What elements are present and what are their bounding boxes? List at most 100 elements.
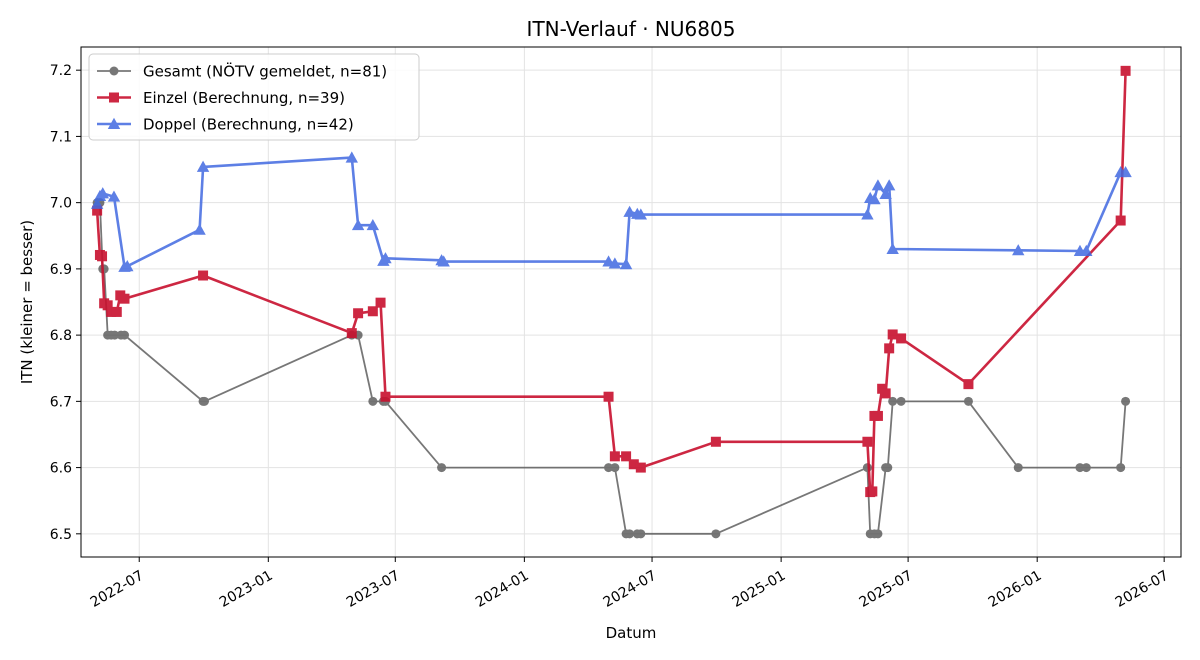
legend-item [97, 66, 131, 76]
data-point [1116, 463, 1126, 473]
data-point [628, 459, 639, 470]
data-point [1075, 463, 1085, 473]
data-point [196, 160, 210, 172]
data-point [1081, 463, 1091, 473]
data-point [635, 462, 646, 473]
data-point [97, 251, 108, 262]
data-point [887, 329, 898, 340]
data-point [198, 270, 209, 281]
data-point [882, 179, 896, 191]
data-point [90, 197, 104, 209]
y-tick-label: 6.6 [50, 461, 72, 477]
x-tick-label: 2023-01 [217, 568, 276, 611]
data-point [367, 306, 378, 317]
data-point [610, 463, 620, 473]
data-point [862, 436, 873, 447]
data-point [119, 293, 130, 304]
x-tick-label: 2026-07 [1113, 568, 1172, 611]
x-axis-label: Datum [606, 624, 657, 642]
data-point [619, 258, 633, 270]
series-line [95, 156, 1126, 269]
x-tick-label: 2026-01 [986, 568, 1045, 611]
data-point [868, 193, 881, 205]
data-point [873, 529, 883, 539]
data-point [880, 388, 891, 399]
data-point [634, 208, 648, 220]
data-point [888, 396, 898, 406]
legend: Gesamt (NÖTV gemeldet, n=81) Einzel (Bere… [88, 53, 420, 141]
data-point [1121, 396, 1131, 406]
x-tick-label: 2025-07 [857, 568, 916, 611]
data-point [625, 529, 635, 539]
data-point [1115, 215, 1126, 226]
x-tick-label: 2025-01 [730, 568, 789, 611]
data-point [375, 297, 386, 308]
x-tick-label: 2024-07 [601, 568, 660, 611]
data-point [111, 306, 122, 317]
legend-item [97, 92, 131, 103]
data-point [368, 396, 378, 406]
data-point [437, 255, 450, 267]
y-tick-label: 6.7 [50, 394, 72, 410]
data-point [199, 396, 209, 406]
legend-box [88, 53, 420, 141]
data-point [110, 330, 120, 340]
data-point [879, 187, 892, 199]
data-point [193, 223, 206, 235]
legend-marker [109, 92, 119, 103]
y-tick-label: 6.9 [50, 262, 72, 278]
data-point [379, 252, 392, 264]
data-point [1013, 463, 1023, 473]
data-point [636, 529, 646, 539]
data-point [963, 396, 973, 406]
y-tick-label: 7.2 [50, 63, 72, 79]
data-point [710, 436, 721, 447]
legend-item [97, 117, 131, 129]
data-point [609, 451, 620, 462]
data-point [896, 396, 906, 406]
axes: 6.5 6.6 6.7 6.8 6.9 7.0 7.1 7.2 2022-07 2023-01 20… [50, 63, 1172, 611]
legend-label: Doppel (Berechnung, n=42) [143, 116, 354, 134]
data-point [883, 463, 893, 473]
data-point [1080, 244, 1093, 256]
y-tick-label: 7.0 [50, 196, 72, 212]
data-point [623, 205, 636, 217]
data-point [106, 306, 117, 317]
data-point [437, 463, 447, 473]
data-point [867, 486, 878, 497]
data-point [608, 257, 622, 269]
legend-label: Gesamt (NÖTV gemeldet, n=81) [143, 62, 387, 81]
y-tick-label: 6.5 [50, 527, 72, 543]
data-point [121, 260, 134, 272]
data-point [884, 343, 895, 354]
y-axis-label: ITN (kleiner = besser) [18, 220, 36, 384]
data-point [102, 300, 113, 311]
x-tick-label: 2022-07 [88, 568, 147, 611]
series-3 [90, 151, 1132, 272]
data-point [107, 190, 121, 202]
data-point [380, 391, 391, 402]
x-tick-label: 2024-01 [473, 568, 532, 611]
data-point [896, 333, 907, 344]
data-point [886, 242, 899, 254]
data-point [1119, 165, 1132, 178]
data-point [96, 187, 109, 199]
data-point [1012, 244, 1025, 256]
data-point [872, 410, 883, 421]
data-point [621, 451, 632, 462]
data-point [353, 308, 364, 319]
y-tick-label: 7.1 [50, 129, 72, 145]
data-point [604, 463, 614, 473]
data-point [1120, 65, 1131, 76]
data-point [351, 218, 365, 231]
data-point [603, 391, 614, 402]
chart-title: ITN-Verlauf · NU6805 [527, 17, 736, 41]
plot-frame [80, 46, 1182, 558]
y-tick-label: 6.8 [50, 328, 72, 344]
data-point [366, 218, 380, 231]
data-point [345, 151, 358, 163]
data-point [963, 379, 974, 390]
plot-series [90, 65, 1132, 539]
data-point [99, 264, 109, 274]
